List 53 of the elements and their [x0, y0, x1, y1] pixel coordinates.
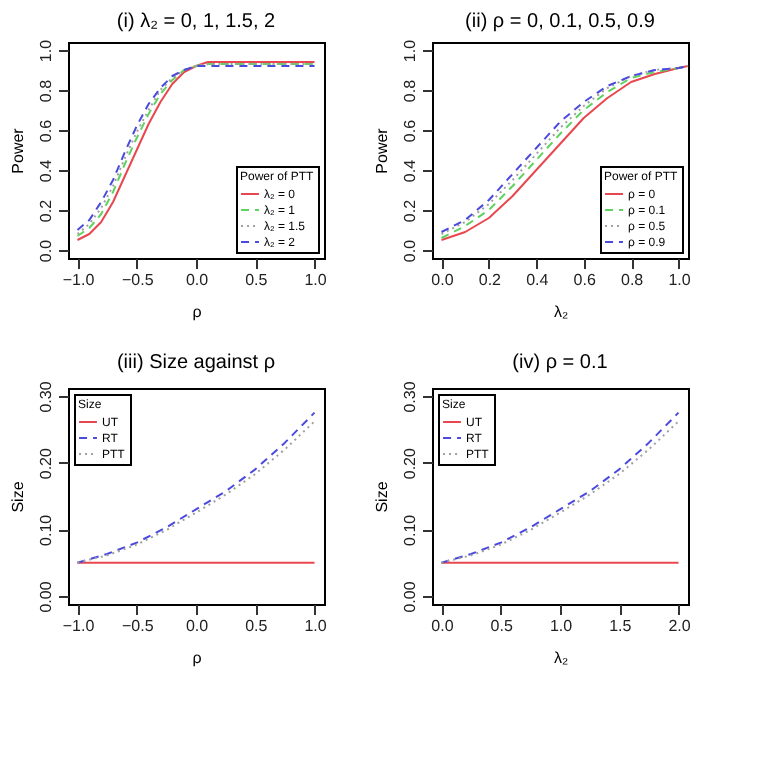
y-tick-label: 0.4	[37, 158, 55, 183]
x-axis-title: λ₂	[553, 649, 569, 667]
y-axis-title: Power	[373, 127, 391, 174]
y-axis-title: Size	[373, 480, 391, 513]
x-tick-label: 0.6	[573, 271, 597, 289]
y-tick-label: 0.00	[401, 580, 419, 613]
x-tick-label: 0.0	[431, 617, 455, 635]
y-tick-label: 0.2	[401, 198, 419, 223]
y-tick-label: 0.6	[401, 118, 419, 143]
y-tick-label: 0.4	[401, 158, 419, 183]
y-axis-title: Size	[9, 480, 27, 513]
x-tick-label: 1.0	[549, 617, 574, 635]
x-tick-label: 0.4	[526, 271, 550, 289]
y-tick-label: 0.20	[37, 447, 55, 480]
y-tick-label: 0.8	[37, 78, 55, 103]
x-axis-title: ρ	[192, 649, 203, 667]
x-tick-label: 1.0	[304, 271, 328, 289]
x-tick-label: 0.0	[185, 617, 210, 635]
x-tick-label: 0.5	[245, 271, 269, 289]
x-axis-title: ρ	[192, 303, 203, 321]
x-tick-label: 1.5	[609, 617, 633, 635]
y-axis-title: Power	[9, 127, 27, 174]
y-tick-label: 0.2	[37, 198, 55, 223]
x-tick-label: 0.0	[431, 271, 455, 289]
chart-title: (ii) ρ = 0, 0.1, 0.5, 0.9	[465, 10, 656, 33]
x-tick-label: 2.0	[668, 617, 692, 635]
chart-title: (iv) ρ = 0.1	[512, 352, 609, 375]
x-tick-label: 1.0	[668, 271, 692, 289]
x-tick-label: 0.0	[185, 271, 210, 289]
y-tick-label: 0.00	[37, 580, 55, 613]
chart-title: (iii) Size against ρ	[116, 352, 276, 375]
y-tick-label: 0.6	[37, 118, 55, 143]
y-tick-label: 0.0	[37, 238, 55, 263]
y-tick-label: 1.0	[37, 38, 55, 63]
y-tick-label: 1.0	[401, 38, 419, 63]
x-tick-label: −1.0	[62, 617, 96, 635]
y-tick-label: 0.20	[401, 447, 419, 480]
x-tick-label: 0.8	[620, 271, 645, 289]
x-tick-label: −0.5	[121, 271, 155, 289]
x-axis-title: λ₂	[553, 303, 569, 321]
x-tick-label: −1.0	[62, 271, 96, 289]
y-tick-label: 0.10	[37, 513, 55, 546]
x-tick-label: 1.0	[304, 617, 328, 635]
x-tick-label: 0.2	[478, 271, 503, 289]
y-tick-label: 0.0	[401, 238, 419, 263]
chart-title: (i) λ₂ = 0, 1, 1.5, 2	[116, 10, 277, 33]
y-tick-label: 0.8	[401, 78, 419, 103]
y-tick-label: 0.30	[401, 380, 419, 413]
x-tick-label: 0.5	[245, 617, 269, 635]
y-tick-label: 0.10	[401, 513, 419, 546]
y-tick-label: 0.30	[37, 380, 55, 413]
x-tick-label: 0.5	[490, 617, 514, 635]
x-tick-label: −0.5	[121, 617, 155, 635]
